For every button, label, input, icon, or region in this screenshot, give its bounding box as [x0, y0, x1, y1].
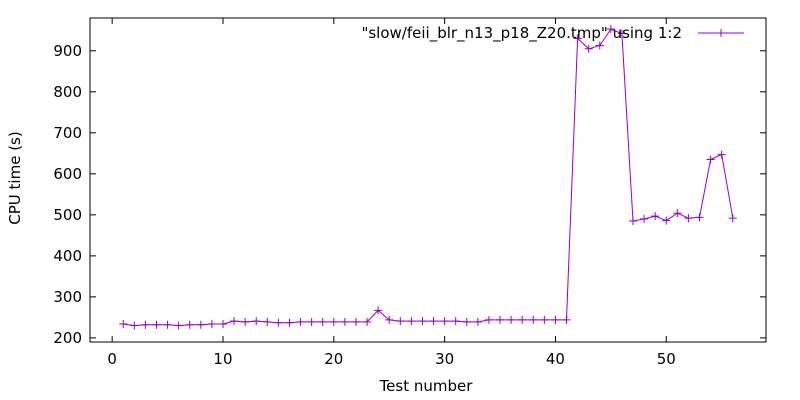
- data-point: [174, 321, 183, 330]
- series-line: [123, 28, 734, 327]
- data-point: [274, 318, 283, 327]
- data-point: [163, 320, 172, 329]
- data-point: [207, 319, 216, 328]
- y-tick-label: 600: [53, 165, 82, 183]
- data-point: [540, 315, 549, 324]
- data-point: [595, 41, 604, 50]
- data-point: [673, 209, 682, 218]
- data-point: [473, 317, 482, 326]
- data-point: [152, 320, 161, 329]
- data-point: [429, 317, 438, 326]
- x-tick-label: 40: [546, 350, 565, 368]
- data-point: [684, 214, 693, 223]
- legend-entry-label: "slow/feii_blr_n13_p18_Z20.tmp" using 1:…: [361, 24, 682, 43]
- data-point: [606, 25, 615, 34]
- y-tick-label: 700: [53, 124, 82, 142]
- data-point: [617, 29, 626, 38]
- tick-labels: 0 10 20 30 40 50 200 300 400 500 600 700 800 900: [53, 42, 675, 368]
- data-point: [507, 315, 516, 324]
- y-axis-label: CPU time (s): [6, 131, 24, 224]
- data-point: [340, 317, 349, 326]
- data-point: [695, 213, 704, 222]
- x-axis-label: Test number: [379, 377, 474, 395]
- data-point: [363, 317, 372, 326]
- data-point: [451, 317, 460, 326]
- data-point: [285, 318, 294, 327]
- x-tick-label: 0: [107, 350, 117, 368]
- data-point: [130, 321, 139, 330]
- y-tick-label: 300: [53, 288, 82, 306]
- data-point: [728, 214, 737, 223]
- y-tick-label: 500: [53, 206, 82, 224]
- data-point: [462, 317, 471, 326]
- data-point: [484, 315, 493, 324]
- plot-frame: [89, 17, 767, 343]
- data-point: [662, 216, 671, 225]
- data-point: [374, 306, 383, 315]
- data-point: [418, 317, 427, 326]
- y-tick-label: 800: [53, 83, 82, 101]
- x-tick-label: 10: [213, 350, 232, 368]
- legend: "slow/feii_blr_n13_p18_Z20.tmp" using 1:…: [361, 24, 744, 43]
- data-point: [584, 44, 593, 53]
- data-point: [196, 320, 205, 329]
- data-point: [706, 155, 715, 164]
- data-point: [407, 317, 416, 326]
- data-point: [185, 320, 194, 329]
- data-point: [230, 317, 239, 326]
- data-point: [640, 214, 649, 223]
- data-point: [717, 150, 726, 159]
- series-layer: [119, 25, 737, 330]
- x-tick-label: 20: [324, 350, 343, 368]
- data-point: [518, 315, 527, 324]
- data-point: [218, 319, 227, 328]
- y-tick-label: 900: [53, 42, 82, 60]
- data-point: [351, 317, 360, 326]
- data-point: [329, 317, 338, 326]
- x-tick-label: 30: [435, 350, 454, 368]
- data-point: [529, 315, 538, 324]
- data-point: [318, 317, 327, 326]
- data-point: [119, 319, 128, 328]
- data-point: [252, 317, 261, 326]
- data-point: [241, 317, 250, 326]
- axis-ticks: [90, 18, 766, 342]
- plot-border: [89, 17, 767, 343]
- data-point: [296, 317, 305, 326]
- data-point: [573, 34, 582, 43]
- data-point: [629, 217, 638, 226]
- data-point: [307, 317, 316, 326]
- data-point: [385, 315, 394, 324]
- data-point: [496, 315, 505, 324]
- data-point: [396, 317, 405, 326]
- y-tick-label: 200: [53, 329, 82, 347]
- data-point: [562, 315, 571, 324]
- data-point: [263, 317, 272, 326]
- data-point: [651, 212, 660, 221]
- y-tick-label: 400: [53, 247, 82, 265]
- data-point: [440, 317, 449, 326]
- data-point: [551, 315, 560, 324]
- data-point: [141, 320, 150, 329]
- x-tick-label: 50: [657, 350, 676, 368]
